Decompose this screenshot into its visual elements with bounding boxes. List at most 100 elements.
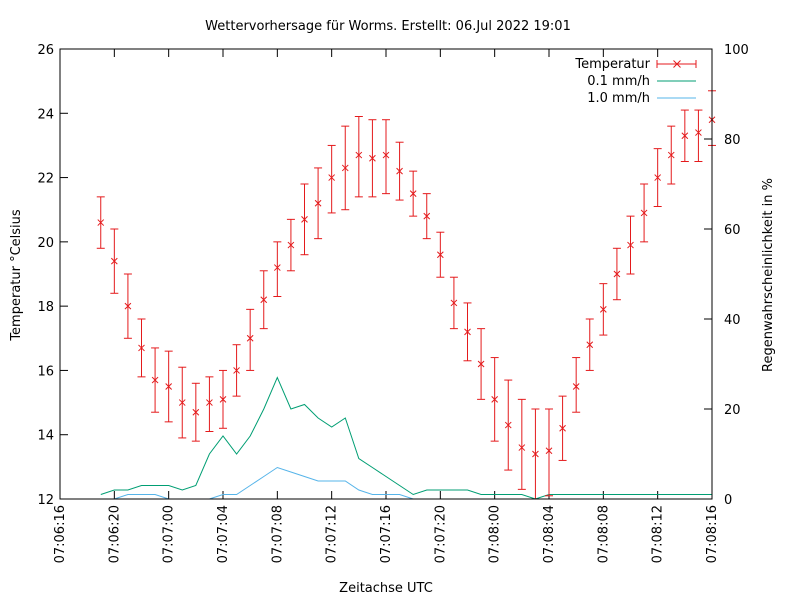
y2-tick-label: 80 [724,133,741,148]
temperature-marker [151,376,159,384]
x-tick-label: 07:08:04 [542,505,557,563]
temperature-marker [627,241,634,249]
y-tick-label: 12 [37,493,54,508]
temperature-point [246,308,255,371]
temperature-marker [260,296,268,304]
plot-frame [59,48,713,500]
y-tick-label: 24 [37,107,54,122]
temperature-point [422,193,431,240]
x-tick-label: 07:08:12 [651,505,666,563]
temperature-marker [518,444,526,451]
temperature-marker [450,299,458,307]
temperature-marker [382,151,390,159]
y-tick-label: 20 [37,236,54,251]
temperature-point [151,347,160,413]
temperature-marker [341,164,349,172]
temperature-marker [681,132,689,140]
series-rain-01mm [100,376,712,500]
temperature-marker [491,396,499,403]
temperature-marker [695,129,702,136]
rain-01mm-line [100,376,712,500]
temperature-point [572,357,581,413]
temperature-point [517,398,526,490]
temperature-point [273,241,282,297]
temperature-point [354,116,363,198]
temperature-point [504,379,513,471]
temperature-marker [436,251,444,259]
temperature-point [164,350,173,423]
temperature-marker [654,174,662,181]
axes-layer: 12 14 16 18 20 22 24 26 0 20 40 60 80 100 07:06:16 07:0… [37,43,748,563]
y2-tick-label: 100 [724,43,749,58]
x-tick-label: 07:08:08 [596,505,611,563]
temperature-marker [559,424,566,432]
temperature-marker [165,383,173,390]
legend-swatch-temperature [656,60,697,68]
temperature-marker [545,447,553,455]
temperature-marker [396,167,403,175]
temperature-marker [369,154,376,162]
y-tick-label: 16 [37,364,54,379]
x-tick-label: 07:08:00 [488,505,503,563]
temperature-marker [667,151,675,159]
legend-label-rain-1mm: 1.0 mm/h [587,91,650,106]
y2-tick-label: 40 [724,313,741,328]
temperature-point [286,218,295,272]
x-tick-label: 07:07:16 [379,505,394,563]
x-tick-label: 07:07:12 [325,505,340,563]
temperature-marker [477,360,485,368]
temperature-point [436,231,445,278]
y-tick-label: 18 [37,300,54,315]
x-tick-label: 07:06:16 [53,505,68,563]
temperature-marker [219,396,227,403]
temperature-point [178,366,187,439]
temperature-marker [423,212,431,220]
temperature-marker [287,241,295,249]
temperature-point [612,247,621,301]
x-tick-label: 07:07:04 [216,505,231,563]
temperature-marker [504,421,512,429]
x-tick-label: 07:07:00 [162,505,177,563]
legend: Temperatur 0.1 mm/h 1.0 mm/h [574,57,697,106]
temperature-marker [301,216,308,223]
temperature-point [490,357,499,442]
temperature-marker [97,219,105,226]
y2-tick-label: 60 [724,223,741,238]
temperature-marker [138,344,145,352]
temperature-point [449,276,458,330]
temperature-point [341,125,350,211]
temperature-point [545,408,553,497]
temperature-point [395,141,404,201]
temperature-marker [192,408,200,416]
temperature-point [205,376,214,432]
temperature-point [667,125,676,185]
temperature-point [477,328,486,400]
y-tick-label: 14 [37,429,54,444]
temperature-marker [613,270,621,278]
chart-title: Wettervorhersage für Worms. Erstellt: 06… [205,19,571,34]
temperature-point [259,270,268,330]
legend-label-temperature: Temperatur [574,57,650,72]
temperature-point [694,109,703,162]
temperature-marker [273,264,281,271]
temperature-marker [355,151,363,159]
y2-tick-label: 20 [724,403,741,418]
x-tick-label: 07:08:16 [705,505,720,563]
temperature-point [110,228,119,294]
temperature-point [653,148,662,207]
y-tick-label: 26 [37,43,54,58]
temperature-point [123,273,132,339]
y2-tick-label: 0 [724,493,732,508]
y2-axis-label: Regenwahrscheinlichkeit in % [761,178,776,372]
legend-label-rain-01mm: 0.1 mm/h [587,74,650,89]
temperature-marker [409,190,417,197]
y-tick-label: 22 [37,172,54,187]
temperature-marker [246,334,254,342]
temperature-marker [586,341,594,349]
temperature-marker [599,306,607,313]
temperature-point [680,109,689,162]
temperature-point [327,144,336,214]
temperature-point [558,395,567,461]
temperature-point [137,318,146,378]
